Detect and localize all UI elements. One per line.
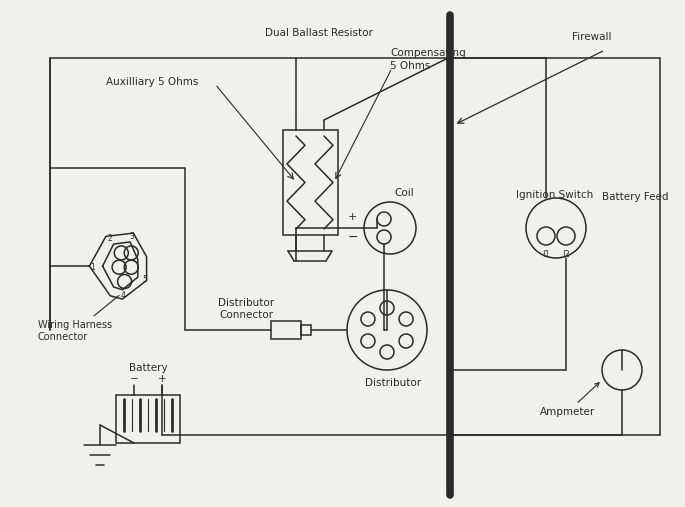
Text: Ignition Switch: Ignition Switch xyxy=(516,190,593,200)
Text: +: + xyxy=(158,374,166,384)
Text: 5: 5 xyxy=(142,275,147,284)
Text: 4: 4 xyxy=(121,291,126,300)
Text: 2: 2 xyxy=(108,234,112,243)
Text: Dual Ballast Resistor: Dual Ballast Resistor xyxy=(265,28,373,38)
Text: Compensating: Compensating xyxy=(390,48,466,58)
Text: Firewall: Firewall xyxy=(572,32,612,42)
Text: 1: 1 xyxy=(90,263,95,272)
Text: I1: I1 xyxy=(542,250,550,259)
Text: Distributor: Distributor xyxy=(365,378,421,388)
Text: Battery: Battery xyxy=(129,363,167,373)
Text: Ampmeter: Ampmeter xyxy=(540,383,599,417)
Text: Connector: Connector xyxy=(219,310,273,320)
Text: −: − xyxy=(129,374,138,384)
Text: 5 Ohms: 5 Ohms xyxy=(390,61,430,71)
Bar xyxy=(283,130,338,235)
Text: Wiring Harness
Connector: Wiring Harness Connector xyxy=(38,296,119,342)
Text: −: − xyxy=(348,231,358,243)
Text: Auxilliary 5 Ohms: Auxilliary 5 Ohms xyxy=(106,77,199,87)
Text: I2: I2 xyxy=(562,250,570,259)
Text: Battery Feed: Battery Feed xyxy=(602,192,669,202)
Text: +: + xyxy=(348,212,358,222)
Text: Coil: Coil xyxy=(394,188,414,198)
Bar xyxy=(116,395,180,443)
Text: 3: 3 xyxy=(130,232,135,241)
Text: Distributor: Distributor xyxy=(218,298,274,308)
Bar xyxy=(301,325,311,335)
Bar xyxy=(271,321,301,339)
